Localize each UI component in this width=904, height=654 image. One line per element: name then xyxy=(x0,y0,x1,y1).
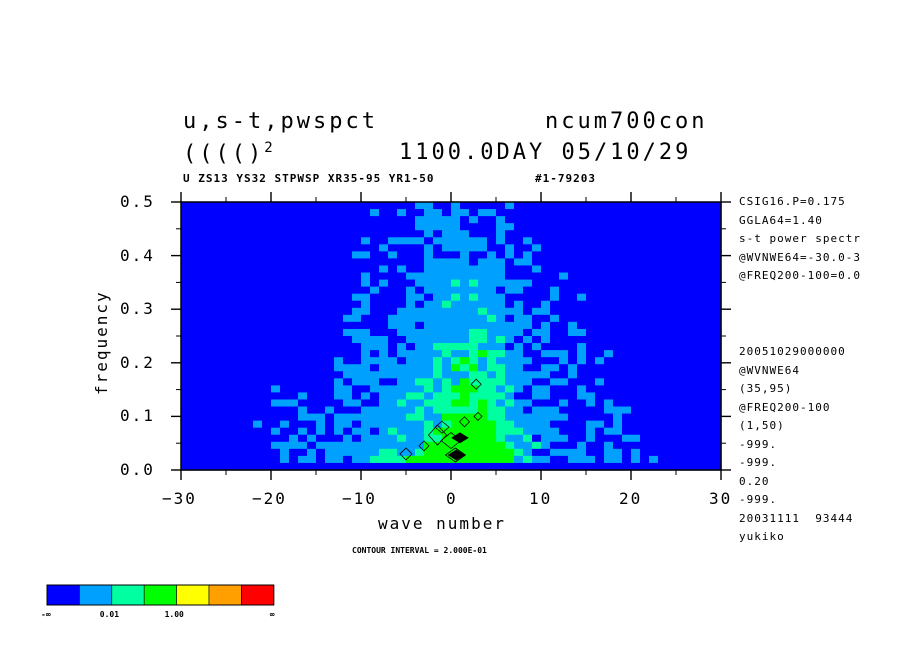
x-tick-label: 0 xyxy=(446,489,458,508)
side-info-line: (1,50) xyxy=(739,419,785,432)
side-info-line: 20051029000000 xyxy=(739,345,846,358)
y-tick-label: 0.0 xyxy=(120,460,155,479)
x-tick-label: −10 xyxy=(342,489,377,508)
colorbar-swatch xyxy=(208,584,242,606)
colorbar-swatch xyxy=(111,584,145,606)
header-units: (((()2 xyxy=(183,140,276,167)
contour-interval-label: CONTOUR INTERVAL = 2.000E-01 xyxy=(352,546,487,555)
power-spectrum-field xyxy=(181,202,722,471)
colorbar-swatch xyxy=(143,584,177,606)
side-info-line: yukiko xyxy=(739,530,785,543)
info-record: #1-79203 xyxy=(535,172,596,185)
x-tick-label: 20 xyxy=(619,489,643,508)
side-info-line: @WVNWE64 xyxy=(739,363,800,377)
y-tick-label: 0.2 xyxy=(120,352,155,372)
side-info-line: 20031111 93444 xyxy=(739,511,854,525)
side-info-line: @FREQ200-100=0.0 xyxy=(739,269,861,282)
side-info-line: -999. xyxy=(739,437,778,451)
contour-lines xyxy=(399,378,483,463)
side-info-line: (35,95) xyxy=(739,382,793,395)
colorbar-label: 0.01 xyxy=(99,610,120,619)
y-tick-label: 0.1 xyxy=(120,406,155,426)
colorbar-swatch xyxy=(176,584,210,606)
axis-ticks xyxy=(171,192,731,480)
x-axis-label: wave number xyxy=(378,514,506,533)
colorbar xyxy=(46,584,275,606)
colorbar-swatch xyxy=(46,584,80,606)
side-info-line: s-t power spectr xyxy=(739,232,861,245)
y-tick-label: 0.3 xyxy=(120,299,155,319)
x-tick-label: 30 xyxy=(709,489,733,508)
info-line: U ZS13 YS32 STPWSP XR35-95 YR1-50 xyxy=(183,172,435,185)
side-info-line: -999. xyxy=(739,493,778,506)
side-info-line: GGLA64=1.40 xyxy=(739,213,823,227)
colorbar-label: 1.00 xyxy=(164,610,184,619)
side-info-line: @WVNWE64=-30.0-3 xyxy=(739,250,861,264)
side-info-line: -999. xyxy=(739,456,778,469)
header-date: 1100.0DAY 05/10/29 xyxy=(399,140,692,165)
header-experiment: ncum700con xyxy=(545,109,708,134)
side-info-line: @FREQ200-100 xyxy=(739,400,831,414)
header-variable: u,s-t,pwspct xyxy=(183,109,378,134)
x-tick-label: 10 xyxy=(529,489,553,508)
colorbar-swatch xyxy=(241,584,275,606)
x-tick-label: −20 xyxy=(252,489,287,508)
x-tick-label: −30 xyxy=(162,489,197,508)
y-tick-label: 0.5 xyxy=(120,192,155,211)
y-axis-label: frequency xyxy=(92,290,111,395)
y-tick-label: 0.4 xyxy=(120,245,155,265)
side-info-line: 0.20 xyxy=(739,474,770,488)
side-info-line: CSIG16.P=0.175 xyxy=(739,195,846,208)
colorbar-label: -∞ xyxy=(41,610,51,619)
colorbar-label: ∞ xyxy=(269,610,275,619)
colorbar-swatch xyxy=(79,584,113,606)
